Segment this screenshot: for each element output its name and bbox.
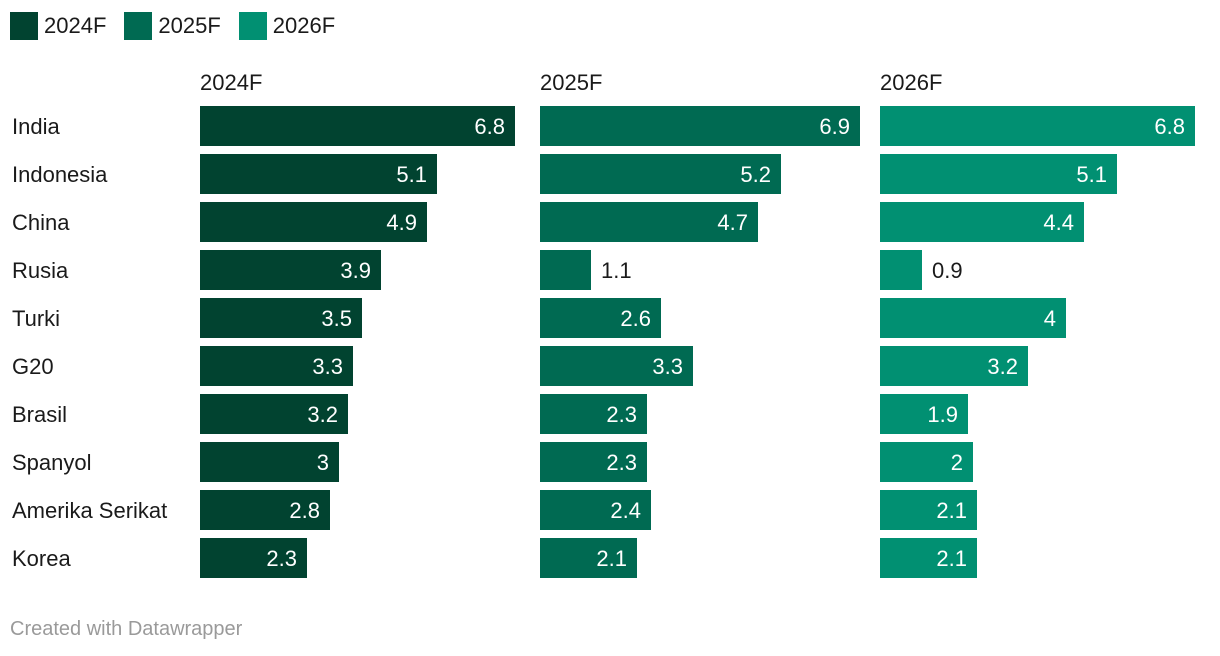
legend-item-2025f[interactable]: 2025F bbox=[124, 12, 221, 40]
bar-2024f-korea[interactable] bbox=[200, 538, 307, 578]
value-label-2024f-brasil: 3.2 bbox=[307, 402, 338, 427]
bar-2025f-rusia[interactable] bbox=[540, 250, 591, 290]
category-label-indonesia: Indonesia bbox=[12, 162, 108, 187]
bar-2024f-spanyol[interactable] bbox=[200, 442, 339, 482]
value-label-2026f-korea: 2.1 bbox=[936, 546, 967, 571]
bar-2025f-turki[interactable] bbox=[540, 298, 661, 338]
bar-2024f-amerika-serikat[interactable] bbox=[200, 490, 330, 530]
bar-2025f-india[interactable] bbox=[540, 106, 860, 146]
value-label-2024f-indonesia: 5.1 bbox=[396, 162, 427, 187]
value-label-2025f-brasil: 2.3 bbox=[606, 402, 637, 427]
bar-2026f-rusia[interactable] bbox=[880, 250, 922, 290]
value-label-2025f-korea: 2.1 bbox=[596, 546, 627, 571]
value-label-2026f-brasil: 1.9 bbox=[927, 402, 958, 427]
value-label-2024f-spanyol: 3 bbox=[317, 450, 329, 475]
value-label-2025f-indonesia: 5.2 bbox=[740, 162, 771, 187]
bar-2026f-india[interactable] bbox=[880, 106, 1195, 146]
value-label-2025f-india: 6.9 bbox=[819, 114, 850, 139]
category-label-amerika-serikat: Amerika Serikat bbox=[12, 498, 167, 523]
bar-2025f-spanyol[interactable] bbox=[540, 442, 647, 482]
bar-2026f-brasil[interactable] bbox=[880, 394, 968, 434]
bar-2024f-g20[interactable] bbox=[200, 346, 353, 386]
bar-chart: India Indonesia China Rusia Turki G20 Brasil Sp… bbox=[12, 70, 1195, 578]
bar-2026f-g20[interactable] bbox=[880, 346, 1028, 386]
legend-item-2024f[interactable]: 2024F bbox=[10, 12, 106, 40]
category-label-g20: G20 bbox=[12, 354, 54, 379]
category-label-korea: Korea bbox=[12, 546, 71, 571]
footer-credit: Created with Datawrapper bbox=[10, 618, 243, 640]
value-label-2026f-spanyol: 2 bbox=[951, 450, 963, 475]
category-label-china: China bbox=[12, 210, 70, 235]
value-label-2026f-indonesia: 5.1 bbox=[1076, 162, 1107, 187]
bar-2026f-china[interactable] bbox=[880, 202, 1084, 242]
bar-2026f-korea[interactable] bbox=[880, 538, 977, 578]
value-label-2025f-g20: 3.3 bbox=[652, 354, 683, 379]
bar-2025f-g20[interactable] bbox=[540, 346, 693, 386]
bar-2025f-brasil[interactable] bbox=[540, 394, 647, 434]
bar-2026f-amerika-serikat[interactable] bbox=[880, 490, 977, 530]
bar-2024f-china[interactable] bbox=[200, 202, 427, 242]
bar-2024f-turki[interactable] bbox=[200, 298, 362, 338]
legend-label-2025f: 2025F bbox=[158, 13, 221, 38]
bar-2024f-rusia[interactable] bbox=[200, 250, 381, 290]
category-label-rusia: Rusia bbox=[12, 258, 69, 283]
value-label-2025f-turki: 2.6 bbox=[620, 306, 651, 331]
value-label-2024f-india: 6.8 bbox=[474, 114, 505, 139]
category-label-india: India bbox=[12, 114, 60, 139]
bar-2025f-amerika-serikat[interactable] bbox=[540, 490, 651, 530]
value-label-2026f-turki: 4 bbox=[1044, 306, 1056, 331]
value-label-2026f-rusia: 0.9 bbox=[932, 258, 963, 283]
value-label-2024f-g20: 3.3 bbox=[312, 354, 343, 379]
legend-swatch-2024f bbox=[10, 12, 38, 40]
value-label-2026f-india: 6.8 bbox=[1154, 114, 1185, 139]
legend-swatch-2026f bbox=[238, 12, 267, 40]
panel-title-2025f: 2025F bbox=[540, 70, 602, 95]
bar-2024f-indonesia[interactable] bbox=[200, 154, 437, 194]
legend-label-2026f: 2026F bbox=[272, 13, 336, 38]
value-label-2025f-amerika-serikat: 2.4 bbox=[610, 498, 641, 523]
category-label-brasil: Brasil bbox=[12, 402, 67, 427]
bar-2025f-china[interactable] bbox=[540, 202, 758, 242]
legend-label-2024f: 2024F bbox=[44, 13, 107, 38]
value-label-2026f-amerika-serikat: 2.1 bbox=[936, 498, 967, 523]
panel-title-2026f: 2026F bbox=[880, 70, 942, 95]
bar-2026f-spanyol[interactable] bbox=[880, 442, 973, 482]
legend-swatch-2025f bbox=[124, 12, 153, 40]
bar-2026f-turki[interactable] bbox=[880, 298, 1066, 338]
category-label-turki: Turki bbox=[12, 306, 60, 331]
bar-2024f-india[interactable] bbox=[200, 106, 515, 146]
value-label-2024f-china: 4.9 bbox=[386, 210, 417, 235]
bar-2024f-brasil[interactable] bbox=[200, 394, 348, 434]
value-label-2025f-spanyol: 2.3 bbox=[606, 450, 637, 475]
bar-2025f-korea[interactable] bbox=[540, 538, 637, 578]
bar-2025f-indonesia[interactable] bbox=[540, 154, 781, 194]
legend-item-2026f[interactable]: 2026F bbox=[238, 12, 336, 40]
category-label-spanyol: Spanyol bbox=[12, 450, 92, 475]
value-label-2024f-rusia: 3.9 bbox=[340, 258, 371, 283]
value-label-2025f-rusia: 1.1 bbox=[601, 258, 632, 283]
value-label-2024f-korea: 2.3 bbox=[266, 546, 297, 571]
panel-title-2024f: 2024F bbox=[200, 70, 262, 95]
value-label-2026f-g20: 3.2 bbox=[987, 354, 1018, 379]
value-label-2024f-amerika-serikat: 2.8 bbox=[289, 498, 320, 523]
value-label-2026f-china: 4.4 bbox=[1043, 210, 1074, 235]
legend: 2024F 2025F 2026F bbox=[10, 12, 335, 40]
value-label-2024f-turki: 3.5 bbox=[321, 306, 352, 331]
value-label-2025f-china: 4.7 bbox=[717, 210, 748, 235]
bar-2026f-indonesia[interactable] bbox=[880, 154, 1117, 194]
